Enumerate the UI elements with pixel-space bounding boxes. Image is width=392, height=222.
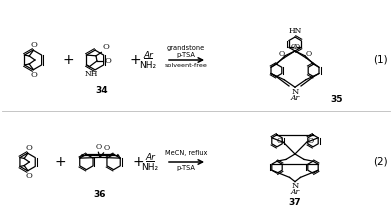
Text: solveent-free: solveent-free [165,63,207,68]
Text: O: O [294,43,299,51]
Text: p-TSA: p-TSA [176,52,196,58]
Text: Ar: Ar [143,50,153,59]
Text: O: O [95,143,102,151]
Text: O: O [104,144,110,152]
Text: O: O [278,50,284,58]
Text: O: O [307,137,313,145]
Text: O: O [306,50,312,58]
Text: grandstone: grandstone [167,45,205,51]
Text: +: + [132,155,144,169]
Text: p-TSA: p-TSA [176,165,196,171]
Text: +: + [129,53,141,67]
Text: O: O [25,172,33,180]
Text: 36: 36 [94,190,106,199]
Text: O: O [31,71,38,79]
Text: +: + [62,53,74,67]
Text: HN: HN [288,27,302,35]
Text: N: N [291,182,299,190]
Text: +: + [54,155,66,169]
Text: NH₂: NH₂ [142,163,158,172]
Text: Ar: Ar [145,153,155,161]
Text: NH₂: NH₂ [140,61,156,69]
Text: O: O [102,43,109,52]
Text: N: N [291,88,299,96]
Text: 35: 35 [330,95,343,104]
Text: MeCN, reflux: MeCN, reflux [165,150,207,156]
Text: (2): (2) [373,157,388,167]
Text: Ar: Ar [290,188,299,196]
Text: O: O [290,43,296,51]
Text: O: O [104,57,111,65]
Text: O: O [31,41,38,49]
Text: (1): (1) [373,55,388,65]
Text: O: O [25,144,33,152]
Text: O: O [277,137,283,145]
Text: 37: 37 [289,198,301,207]
Text: 34: 34 [96,86,108,95]
Text: Ar: Ar [290,94,299,102]
Text: NH: NH [85,70,98,78]
